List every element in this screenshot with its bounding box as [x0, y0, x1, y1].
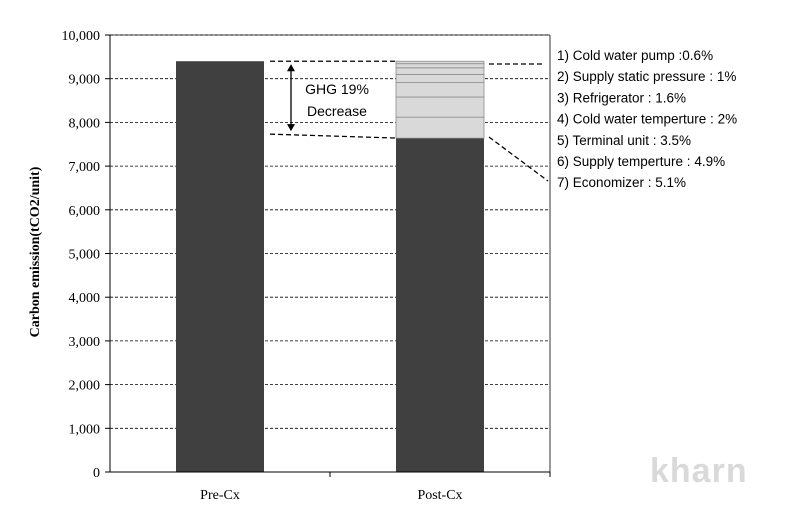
- reduction-legend: 1) Cold water pump :0.6% 2) Supply static…: [488, 48, 737, 190]
- y-tick-label: 3,000: [69, 335, 101, 350]
- legend-item: 4) Cold water temperture : 2%: [557, 112, 737, 127]
- reduction-annotation: GHG 19% Decrease: [269, 60, 399, 139]
- bar-segment: [395, 82, 485, 98]
- legend-item: 2) Supply static pressure : 1%: [557, 69, 736, 84]
- bar-segment: [395, 63, 485, 69]
- y-tick-label: 7,000: [69, 160, 101, 175]
- y-tick-label: 6,000: [69, 204, 101, 219]
- y-tick-labels: 0 1,000 2,000 3,000 4,000 5,000 6,000 7,000 8,00…: [62, 29, 101, 481]
- arrow-head-down: [287, 124, 295, 132]
- bar-segment: [395, 96, 485, 118]
- bars: [176, 60, 485, 472]
- y-tick-label: 10,000: [62, 29, 101, 44]
- x-category-label: Post-Cx: [417, 488, 462, 503]
- reference-line-bottom: [269, 133, 399, 139]
- y-tick-label: 5,000: [69, 248, 101, 263]
- y-tick-label: 9,000: [69, 73, 101, 88]
- y-tick-label: 8,000: [69, 116, 101, 131]
- bar-segment: [395, 73, 485, 84]
- arrow-head-up: [287, 64, 295, 72]
- y-tick-label: 2,000: [69, 379, 101, 394]
- y-axis-label: Carbon emission(tCO2/unit): [28, 166, 43, 337]
- bar-segment: [395, 116, 485, 139]
- bar-base: [396, 138, 484, 472]
- legend-item: 6) Supply temperture : 4.9%: [557, 154, 725, 169]
- annotation-line-1: GHG 19%: [305, 81, 369, 97]
- bar-segment: [395, 67, 485, 75]
- y-tick-label: 4,000: [69, 291, 101, 306]
- legend-item: 1) Cold water pump :0.6%: [557, 48, 713, 63]
- legend-item: 7) Economizer : 5.1%: [557, 175, 686, 190]
- axes: [105, 34, 551, 477]
- bar-base: [176, 61, 264, 472]
- annotation-line-2: Decrease: [307, 103, 367, 119]
- legend-item: 3) Refrigerator : 1.6%: [557, 90, 686, 105]
- watermark-logo: kharn: [650, 452, 748, 490]
- legend-item: 5) Terminal unit : 3.5%: [557, 133, 691, 148]
- legend-bracket-bottom: [488, 136, 549, 182]
- y-tick-label: 0: [93, 466, 100, 481]
- x-category-label: Pre-Cx: [200, 488, 240, 503]
- y-tick-label: 1,000: [69, 422, 101, 437]
- x-category-labels: Pre-Cx Post-Cx: [200, 488, 462, 503]
- bar-segment: [395, 60, 485, 65]
